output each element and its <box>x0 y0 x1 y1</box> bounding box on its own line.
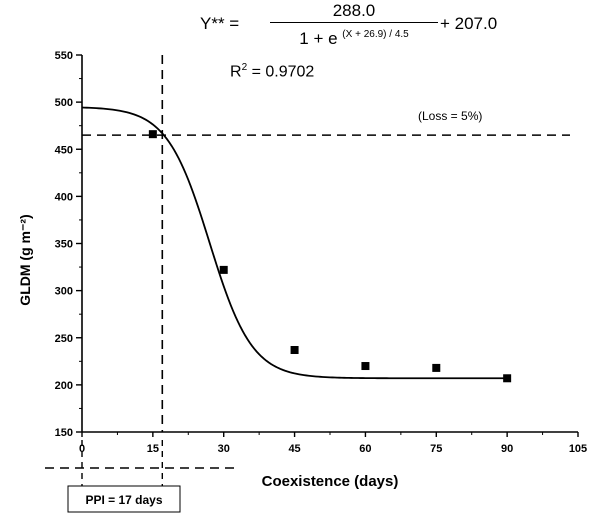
r2-label: R <box>230 63 242 81</box>
x-tick-label-90: 90 <box>501 443 513 455</box>
fitted-curve-layer <box>81 106 508 380</box>
ppi-label: PPI = 17 days <box>85 493 162 507</box>
y-tick-label-400: 400 <box>55 191 73 203</box>
equation-rhs: + 207.0 <box>440 14 498 33</box>
r2-value: = 0.9702 <box>247 63 315 81</box>
data-point-3 <box>361 362 370 371</box>
x-axis-label: Coexistence (days) <box>262 473 399 490</box>
data-point-5 <box>503 374 512 383</box>
y-tick-label-350: 350 <box>55 239 73 251</box>
equation-fraction: 288.0 1 + e (X + 26.9) / 4.5 <box>270 0 438 51</box>
r2-sup: 2 <box>241 62 248 73</box>
ppi-box <box>67 485 181 513</box>
data-point-2 <box>290 346 299 355</box>
x-tick-label-0: 0 <box>79 443 85 455</box>
denominator-base: 1 + e <box>299 29 338 48</box>
denominator-exponent: (X + 26.9) / 4.5 <box>342 29 409 40</box>
data-point-1 <box>219 265 228 274</box>
loss-label: (Loss = 5%) <box>418 109 482 123</box>
equation-lhs: Y** = <box>200 14 240 33</box>
data-point-4 <box>432 363 441 372</box>
equation-denominator: 1 + e (X + 26.9) / 4.5 <box>270 23 438 51</box>
y-tick-label-300: 300 <box>55 286 73 298</box>
equation-numerator: 288.0 <box>332 1 376 20</box>
x-tick-label-45: 45 <box>288 443 300 455</box>
y-tick-label-150: 150 <box>55 427 73 439</box>
fitted-curve <box>81 106 508 380</box>
y-tick-label-450: 450 <box>55 144 73 156</box>
data-points-layer <box>148 130 512 383</box>
y-axis-label: GLDM (g m⁻²) <box>17 214 33 305</box>
y-tick-label-550: 550 <box>55 50 73 62</box>
y-tick-label-250: 250 <box>55 333 73 345</box>
x-tick-label-60: 60 <box>359 443 371 455</box>
x-tick-label-30: 30 <box>218 443 230 455</box>
x-tick-label-75: 75 <box>430 443 442 455</box>
data-point-0 <box>148 130 157 139</box>
y-ticks-layer: 150 200 250 300 350 400 450 500 550 <box>55 50 82 439</box>
reference-lines-layer <box>45 55 570 486</box>
r-squared: R2 = 0.9702 <box>230 62 314 81</box>
y-tick-label-500: 500 <box>55 97 73 109</box>
x-ticks-layer: 0 15 30 45 60 75 90 105 <box>79 432 587 455</box>
x-tick-label-15: 15 <box>147 443 159 455</box>
x-tick-label-105: 105 <box>569 443 587 455</box>
fraction-bar <box>270 22 438 23</box>
y-tick-label-200: 200 <box>55 380 73 392</box>
